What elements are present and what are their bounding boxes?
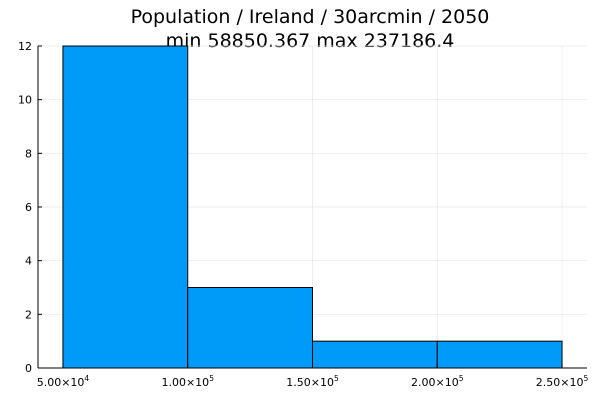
chart-title: Population / Ireland / 30arcmin / 2050 (131, 6, 490, 28)
y-tick-label: 10 (18, 94, 32, 107)
y-tick-label: 6 (25, 201, 32, 214)
y-tick-label: 12 (18, 40, 32, 53)
y-tick-label: 8 (25, 147, 32, 160)
axes (37, 45, 587, 369)
histogram-bar (187, 287, 314, 369)
x-tick-label: 1.50×105 (286, 374, 339, 389)
x-tick-label: 1.00×105 (161, 374, 214, 389)
chart-subtitle: min 58850.367 max 237186.4 (166, 30, 455, 52)
histogram-bar (312, 340, 438, 369)
y-tick-label: 4 (25, 255, 32, 268)
y-tick-label: 2 (25, 308, 32, 321)
x-tick-label: 2.00×105 (411, 374, 464, 389)
y-tick-label: 0 (25, 362, 32, 375)
bars (62, 45, 563, 369)
tick-labels: 5.00×104 1.00×105 1.50×105 2.00×105 2.50×105… (18, 40, 589, 389)
x-tick-label: 2.50×105 (536, 374, 589, 389)
x-tick-label: 5.00×104 (37, 374, 90, 389)
histogram-bar (436, 340, 563, 369)
histogram-bar (62, 45, 189, 369)
